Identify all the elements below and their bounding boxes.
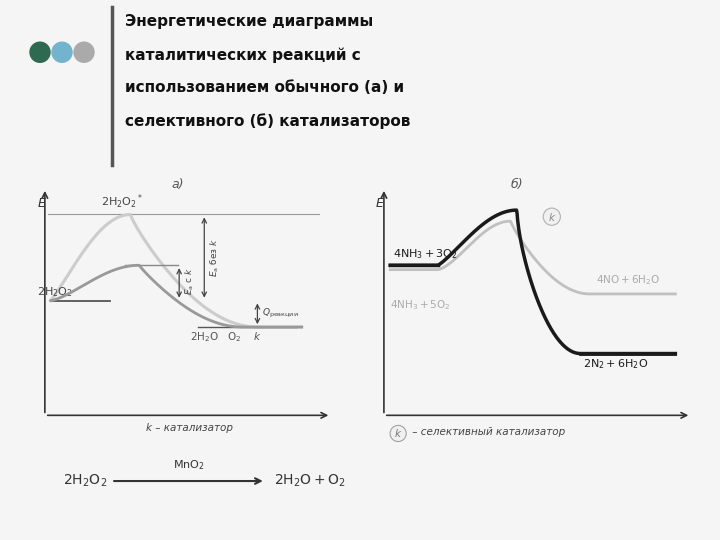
Text: а): а) <box>171 178 184 191</box>
Text: $4\mathrm{NH_3}+3\mathrm{O_2}$: $4\mathrm{NH_3}+3\mathrm{O_2}$ <box>393 247 458 261</box>
Text: – селективный катализатор: – селективный катализатор <box>409 428 565 437</box>
Text: $E_\mathrm{a}$ с $k$: $E_\mathrm{a}$ с $k$ <box>184 267 196 295</box>
Text: каталитических реакций с: каталитических реакций с <box>125 47 361 63</box>
Text: селективного (б) катализаторов: селективного (б) катализаторов <box>125 113 410 129</box>
Text: $2\mathrm{H_2O_2}^*$: $2\mathrm{H_2O_2}^*$ <box>101 193 143 211</box>
Text: $k$: $k$ <box>253 330 261 342</box>
Text: $2\mathrm{N_2}+6\mathrm{H_2O}$: $2\mathrm{N_2}+6\mathrm{H_2O}$ <box>583 357 649 370</box>
Text: $E_\mathrm{а}$ без $k$: $E_\mathrm{а}$ без $k$ <box>209 238 221 277</box>
Circle shape <box>74 42 94 62</box>
Text: Энергетические диаграммы: Энергетические диаграммы <box>125 14 373 29</box>
Text: $2\mathrm{H_2O_2}$: $2\mathrm{H_2O_2}$ <box>63 473 107 489</box>
Text: $k$: $k$ <box>394 428 402 440</box>
Text: $4\mathrm{NO}+6\mathrm{H_2O}$: $4\mathrm{NO}+6\mathrm{H_2O}$ <box>596 274 660 287</box>
Text: $\mathrm{O_2}$: $\mathrm{O_2}$ <box>227 330 241 344</box>
Circle shape <box>52 42 72 62</box>
Text: $2\mathrm{H_2O}+\mathrm{O_2}$: $2\mathrm{H_2O}+\mathrm{O_2}$ <box>274 473 346 489</box>
Text: E: E <box>37 197 45 210</box>
Text: $2\mathrm{H_2O_2}$: $2\mathrm{H_2O_2}$ <box>37 286 73 300</box>
Text: б): б) <box>510 178 523 191</box>
Text: $Q_\mathrm{реакции}$: $Q_\mathrm{реакции}$ <box>262 307 299 320</box>
Text: E: E <box>376 197 384 210</box>
Text: $2\mathrm{H_2O}$: $2\mathrm{H_2O}$ <box>190 330 219 344</box>
Circle shape <box>30 42 50 62</box>
Text: использованием обычного (а) и: использованием обычного (а) и <box>125 80 404 96</box>
Text: $k$: $k$ <box>548 211 556 222</box>
Text: $4\mathrm{NH_3}+5\mathrm{O_2}$: $4\mathrm{NH_3}+5\mathrm{O_2}$ <box>390 299 451 312</box>
Text: $\mathrm{MnO_2}$: $\mathrm{MnO_2}$ <box>173 458 204 472</box>
Text: k – катализатор: k – катализатор <box>146 423 233 433</box>
